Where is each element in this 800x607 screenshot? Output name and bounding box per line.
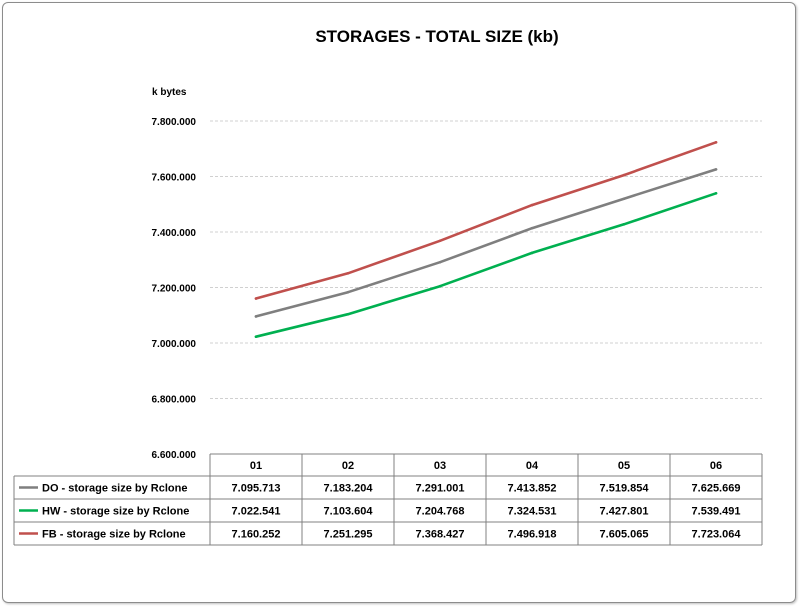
table-value: 7.519.854: [600, 483, 650, 495]
data-point: [346, 271, 350, 275]
series-line: [254, 192, 718, 339]
table-value: 7.625.669: [692, 483, 741, 495]
table-value: 7.723.064: [692, 529, 742, 541]
y-tick-label: 7.600.000: [152, 173, 197, 184]
y-tick-label: 6.600.000: [152, 450, 197, 461]
data-table: 01 02 03 04 05 06 DO - storage size by Rclone 7…: [13, 453, 763, 546]
data-point: [346, 290, 350, 294]
y-tick-label: 7.400.000: [152, 228, 197, 239]
x-category-label: 01: [250, 460, 262, 472]
table-value: 7.251.295: [324, 529, 373, 541]
table-value: 7.413.852: [508, 483, 557, 495]
legend-series-name: FB - storage size by Rclone: [42, 529, 186, 541]
data-point: [622, 222, 626, 226]
data-point: [254, 315, 258, 318]
legend-series-name: DO - storage size by Rclone: [42, 483, 187, 495]
table-value: 7.368.427: [416, 529, 465, 541]
y-axis-ticks: 6.600.000 6.800.000 7.000.000 7.200.000 7.40…: [152, 117, 197, 461]
table-value: 7.427.801: [600, 506, 649, 518]
x-category-label: 06: [710, 460, 722, 472]
data-point: [530, 226, 534, 230]
data-point: [438, 260, 442, 264]
y-axis-label: k bytes: [152, 87, 187, 98]
x-category-label: 05: [618, 460, 630, 472]
gridlines: [210, 120, 762, 399]
series-lines: [254, 141, 718, 339]
series-line: [254, 141, 718, 300]
x-category-label: 04: [526, 460, 539, 472]
y-tick-label: 6.800.000: [152, 395, 197, 406]
data-point: [346, 312, 350, 316]
chart-title: STORAGES - TOTAL SIZE (kb): [315, 27, 558, 46]
table-value: 7.605.065: [600, 529, 649, 541]
table-value: 7.095.713: [232, 483, 281, 495]
data-point: [714, 141, 718, 144]
data-point: [438, 284, 442, 288]
table-value: 7.204.768: [416, 506, 465, 518]
data-point: [530, 203, 534, 207]
y-tick-label: 7.200.000: [152, 284, 197, 295]
x-category-label: 03: [434, 460, 446, 472]
y-tick-label: 7.000.000: [152, 339, 197, 350]
data-point: [254, 335, 258, 339]
data-point: [622, 173, 626, 177]
table-value: 7.496.918: [508, 529, 557, 541]
y-tick-label: 7.800.000: [152, 117, 197, 128]
table-value: 7.539.491: [692, 506, 741, 518]
table-value: 7.160.252: [232, 529, 281, 541]
table-value: 7.324.531: [508, 506, 557, 518]
table-value: 7.183.204: [324, 483, 374, 495]
table-value: 7.291.001: [416, 483, 465, 495]
table-value: 7.022.541: [232, 506, 281, 518]
data-point: [714, 168, 718, 171]
data-point: [530, 251, 534, 255]
table-value: 7.103.604: [324, 506, 374, 518]
data-point: [254, 297, 258, 300]
data-point: [714, 191, 718, 195]
x-category-label: 02: [342, 460, 354, 472]
legend-series-name: HW - storage size by Rclone: [42, 506, 189, 518]
series-line: [254, 168, 718, 318]
data-point: [622, 197, 626, 201]
data-point: [438, 239, 442, 243]
